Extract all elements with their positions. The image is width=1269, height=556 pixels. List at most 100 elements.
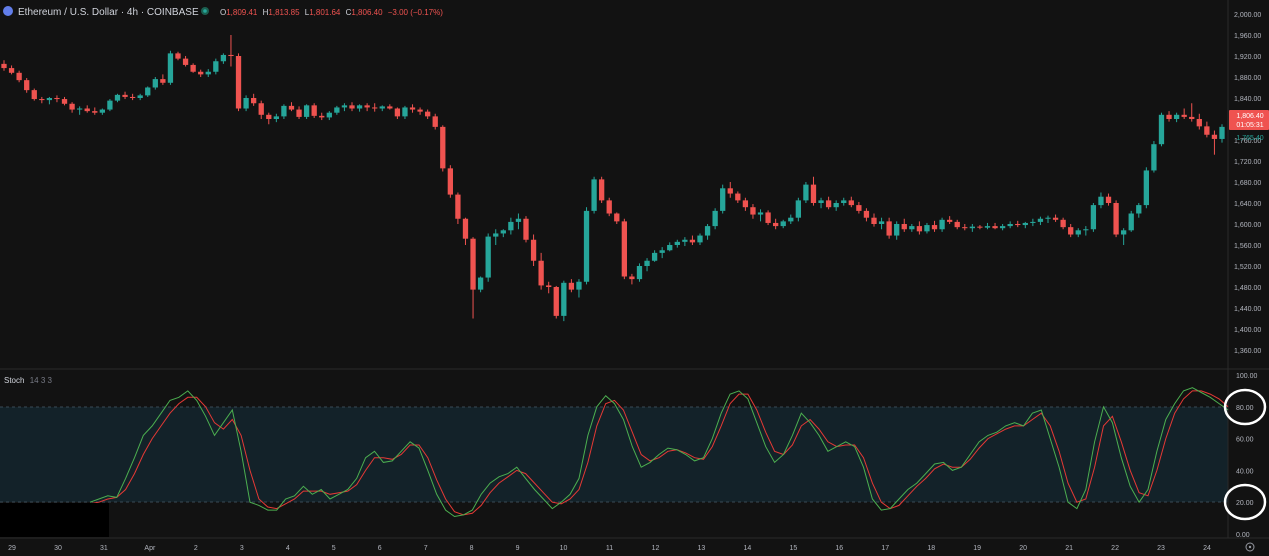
stoch-axis[interactable]: 100.00 80.00 60.00 40.00 20.00 0.00 [1236,373,1258,539]
candle [962,224,968,231]
candle-body [969,226,975,229]
candle [810,176,817,206]
highlight-circle-80 [1223,388,1267,426]
indicator-legend[interactable]: Stoch 14 3 3 [4,376,52,385]
candle-body [311,105,317,116]
candle-body [485,236,491,278]
candle-body [319,115,325,118]
candle [1037,216,1044,226]
candle-body [92,111,98,113]
candle [765,210,771,226]
candle [61,96,68,106]
candle-body [984,226,991,228]
candle-body [878,221,885,224]
candle-body [462,218,469,239]
candle-body [258,103,264,115]
time-axis[interactable]: 29 30 31 Apr 2 3 4 5 6 7 8 9 10 11 12 13 14 15 16 17 18 19 20 2… [8,545,1211,552]
stoch-tick-label: 20.00 [1236,500,1254,507]
candle-body [636,266,643,280]
candle-body [1211,134,1218,139]
candle-body [523,218,529,240]
candle [84,105,90,113]
candle-body [1136,205,1142,214]
price-tick-label: 1,360.00 [1234,348,1261,355]
candle [818,197,824,209]
candle [167,50,174,85]
time-tick-label: 5 [332,545,336,552]
candle [750,204,756,219]
candle [969,224,975,232]
candle-body [682,239,688,242]
time-tick-label: 13 [698,545,706,552]
candle-body [182,58,189,65]
candle [1166,111,1172,122]
candle [175,51,181,61]
candle-body [273,116,279,119]
candle [591,176,597,214]
candle-body [576,281,582,290]
candle-body [1105,196,1112,203]
settings-gear-center-icon [1248,545,1252,549]
candle [296,106,302,119]
candle [319,112,325,121]
candle-body [379,106,385,109]
candle [160,74,166,85]
candle-body [773,222,779,227]
candle [553,285,559,319]
time-tick-label: 6 [378,545,382,552]
candle [243,95,249,112]
candle [999,224,1006,231]
candle-body [493,233,499,237]
candle-body [803,184,809,201]
time-tick-label: 14 [743,545,751,552]
candle [538,252,544,290]
candle [220,53,227,64]
candle [379,105,385,112]
candle [69,102,75,113]
candle [266,112,272,125]
candle-body [795,200,801,218]
candle-body [833,203,839,208]
time-tick-label: 8 [470,545,474,552]
candle [886,217,892,239]
candle [909,224,915,232]
candle [455,192,461,224]
candle [145,86,151,97]
candle-body [894,224,900,236]
candle-body [561,282,567,316]
candle-body [992,226,998,229]
time-tick-label: 21 [1065,545,1073,552]
candle [583,207,590,285]
stoch-tick-label: 60.00 [1236,437,1254,444]
candle [977,225,983,230]
candle-body [31,90,37,100]
candle [1128,210,1134,232]
candle [704,224,711,240]
time-tick-label: 16 [835,545,843,552]
last-price-label: 1,806.40 01:05:31 [1229,110,1269,130]
candle-body [326,112,332,118]
candle [500,229,506,238]
candles[interactable] [1,35,1225,322]
candle-body [757,212,764,215]
stoch-k-line [89,387,1229,518]
candle-body [364,105,370,108]
candle [1090,203,1097,232]
candle [493,229,499,245]
candle [114,93,121,103]
candle [621,218,627,280]
symbol-title[interactable]: Ethereum / U.S. Dollar · 4h · COINBASE [18,7,199,18]
candle [326,111,332,121]
settings-gear-icon[interactable] [1245,542,1255,552]
candle-body [712,210,718,227]
candle [1121,228,1127,245]
stoch-lines[interactable] [89,387,1229,518]
candle [712,208,718,230]
candle-body [387,106,393,109]
time-tick-label: 23 [1157,545,1165,552]
candle [878,217,885,230]
price-tick-label: 1,520.00 [1234,264,1261,271]
candle-body [530,239,537,261]
candle-body [394,108,401,117]
